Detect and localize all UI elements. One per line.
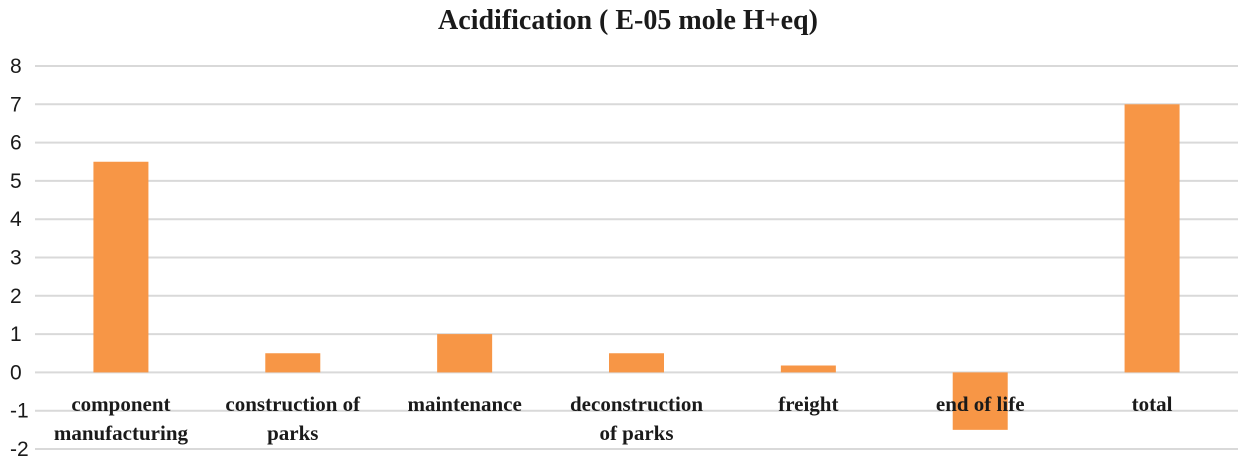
bars <box>93 104 1180 430</box>
x-axis-category-labels: component manufacturing construction of par… <box>54 392 1173 445</box>
x-category-label: component <box>71 392 170 416</box>
x-category-label: parks <box>267 421 318 445</box>
bar <box>952 372 1008 430</box>
bar <box>437 334 493 373</box>
bar <box>265 353 321 373</box>
y-tick-label: 0 <box>10 361 22 384</box>
y-tick-label: -1 <box>10 400 29 423</box>
y-tick-label: 2 <box>10 285 22 308</box>
x-category-label: end of life <box>936 392 1025 416</box>
x-category-label: freight <box>778 392 838 416</box>
y-tick-label: 4 <box>10 208 22 231</box>
bar <box>780 365 836 373</box>
y-tick-label: 7 <box>10 93 22 116</box>
bar <box>1124 104 1180 373</box>
y-tick-label: 8 <box>10 55 22 78</box>
y-tick-label: 6 <box>10 132 22 155</box>
x-category-label: deconstruction <box>570 392 703 416</box>
y-axis-tick-labels: -2 -1 0 1 2 3 4 5 6 7 8 <box>10 55 29 461</box>
bar <box>609 353 664 373</box>
x-category-label: total <box>1132 392 1173 416</box>
y-tick-label: 1 <box>10 323 22 346</box>
gridlines <box>35 65 1238 450</box>
bar <box>93 161 149 373</box>
y-tick-label: 3 <box>10 247 22 270</box>
x-category-label: construction of <box>225 392 361 416</box>
x-category-label: of parks <box>599 421 673 445</box>
y-tick-label: 5 <box>10 170 22 193</box>
y-tick-label: -2 <box>10 438 29 461</box>
x-category-label: manufacturing <box>54 421 189 445</box>
x-category-label: maintenance <box>407 392 521 416</box>
chart-title: Acidification ( E-05 mole H+eq) <box>438 5 818 36</box>
